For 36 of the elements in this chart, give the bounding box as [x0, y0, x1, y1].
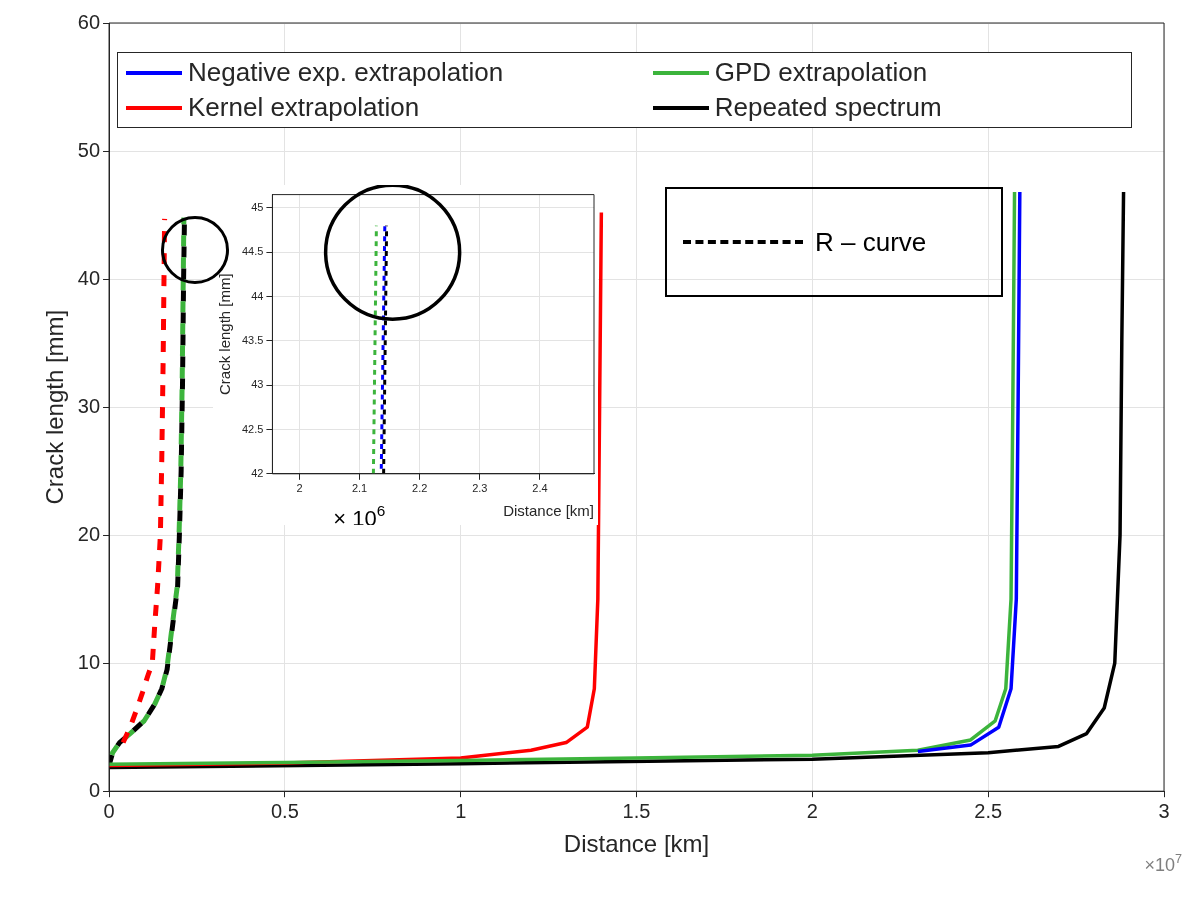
legend-label: Negative exp. extrapolation: [188, 57, 504, 88]
x-tick-label: 2: [296, 482, 303, 495]
y-tick-label: 20: [77, 522, 101, 545]
x-axis-title: Distance [km]: [563, 830, 710, 858]
legend-label: GPD extrapolation: [714, 57, 928, 88]
y-tick-label: 43: [251, 378, 264, 391]
y-tick-label: 10: [77, 650, 101, 673]
y-tick-label: 44.5: [241, 245, 264, 258]
y-tick-label: 42: [251, 466, 264, 479]
y-tick-label: 50: [77, 138, 101, 161]
y-tick-label: 60: [77, 10, 101, 33]
annotation: R – curve: [815, 226, 927, 258]
y-tick-label: 42.5: [241, 422, 264, 435]
x-tick-label: 2.4: [532, 482, 548, 495]
y-axis-title: Crack length [mm]: [216, 273, 234, 396]
legend-label: Kernel extrapolation: [188, 92, 420, 123]
x-tick-label: 0.5: [270, 799, 299, 822]
y-tick-label: 30: [77, 394, 101, 417]
y-tick-label: 44: [251, 289, 264, 302]
y-tick-label: 0: [88, 778, 101, 801]
y-tick-label: 45: [251, 200, 264, 213]
y-axis-title: Crack length [mm]: [41, 309, 69, 505]
x-tick-label: 1: [455, 799, 467, 822]
x-tick-label: 2.2: [412, 482, 428, 495]
line-style-key: R – curve: [665, 187, 1003, 297]
legend-label: Repeated spectrum: [714, 92, 942, 123]
y-tick-label: 43.5: [241, 333, 264, 346]
x-tick-label: 0: [103, 799, 115, 822]
x-tick-label: 2.5: [974, 799, 1003, 822]
x-tick-label: 2.3: [472, 482, 488, 495]
x-tick-label: 1.5: [622, 799, 651, 822]
x-tick-label: 2.1: [351, 482, 368, 495]
x-axis-title: Distance [km]: [503, 502, 594, 520]
x-tick-label: 3: [1158, 799, 1170, 822]
y-tick-label: 40: [77, 266, 101, 289]
x-tick-label: 2: [806, 799, 818, 822]
